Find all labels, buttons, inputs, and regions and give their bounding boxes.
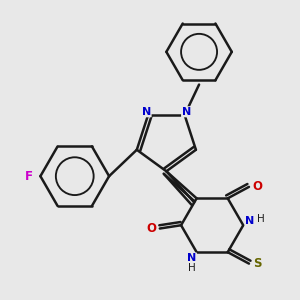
Text: H: H bbox=[257, 214, 265, 224]
Text: S: S bbox=[253, 257, 261, 270]
Text: F: F bbox=[25, 170, 33, 183]
Text: O: O bbox=[252, 180, 262, 194]
Text: O: O bbox=[147, 222, 157, 235]
Text: N: N bbox=[245, 216, 254, 226]
Text: N: N bbox=[142, 107, 151, 117]
Text: N: N bbox=[187, 253, 196, 263]
Text: H: H bbox=[188, 263, 196, 273]
Text: N: N bbox=[182, 107, 191, 117]
